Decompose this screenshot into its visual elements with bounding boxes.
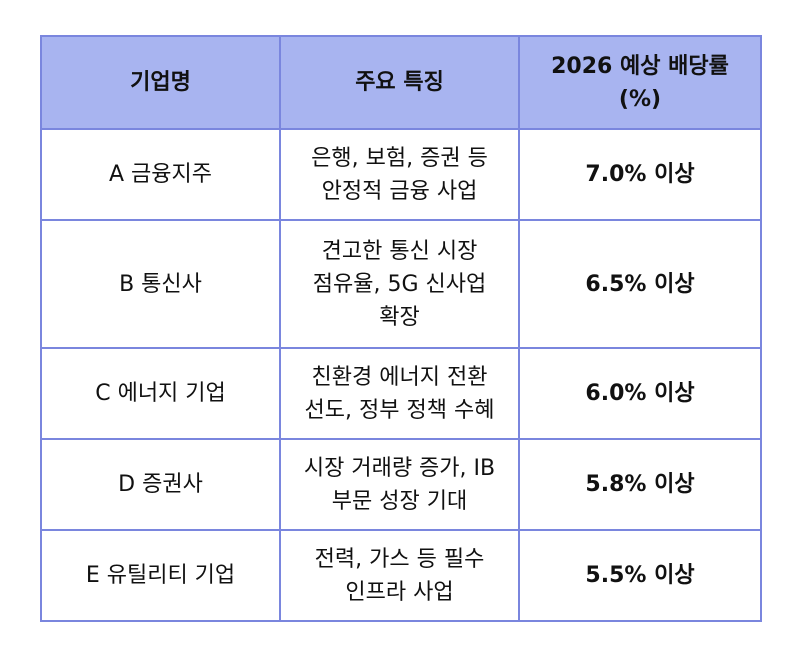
company-cell: D 증권사 xyxy=(40,438,281,531)
rate-cell: 6.0% 이상 xyxy=(518,347,762,440)
company-cell: B 통신사 xyxy=(40,219,281,349)
table-row: E 유틸리티 기업 전력, 가스 등 필수 인프라 사업 5.5% 이상 xyxy=(40,529,762,622)
table-row: C 에너지 기업 친환경 에너지 전환 선도, 정부 정책 수혜 6.0% 이상 xyxy=(40,347,762,440)
company-cell: C 에너지 기업 xyxy=(40,347,281,440)
header-feature: 주요 특징 xyxy=(279,35,520,130)
feature-cell: 친환경 에너지 전환 선도, 정부 정책 수혜 xyxy=(279,347,520,440)
table-row: D 증권사 시장 거래량 증가, IB 부문 성장 기대 5.8% 이상 xyxy=(40,438,762,531)
table-header-row: 기업명 주요 특징 2026 예상 배당률 (%) xyxy=(40,35,762,130)
feature-cell: 전력, 가스 등 필수 인프라 사업 xyxy=(279,529,520,622)
rate-cell: 7.0% 이상 xyxy=(518,128,762,221)
table-row: A 금융지주 은행, 보험, 증권 등 안정적 금융 사업 7.0% 이상 xyxy=(40,128,762,221)
rate-cell: 5.8% 이상 xyxy=(518,438,762,531)
rate-cell: 6.5% 이상 xyxy=(518,219,762,349)
feature-cell: 시장 거래량 증가, IB 부문 성장 기대 xyxy=(279,438,520,531)
header-rate: 2026 예상 배당률 (%) xyxy=(518,35,762,130)
header-company: 기업명 xyxy=(40,35,281,130)
company-cell: E 유틸리티 기업 xyxy=(40,529,281,622)
feature-cell: 견고한 통신 시장 점유율, 5G 신사업 확장 xyxy=(279,219,520,349)
dividend-table-container: 기업명 주요 특징 2026 예상 배당률 (%) A 금융지주 은행, 보험,… xyxy=(40,35,762,622)
feature-cell: 은행, 보험, 증권 등 안정적 금융 사업 xyxy=(279,128,520,221)
dividend-table: 기업명 주요 특징 2026 예상 배당률 (%) A 금융지주 은행, 보험,… xyxy=(40,35,762,622)
company-cell: A 금융지주 xyxy=(40,128,281,221)
rate-cell: 5.5% 이상 xyxy=(518,529,762,622)
table-row: B 통신사 견고한 통신 시장 점유율, 5G 신사업 확장 6.5% 이상 xyxy=(40,219,762,349)
